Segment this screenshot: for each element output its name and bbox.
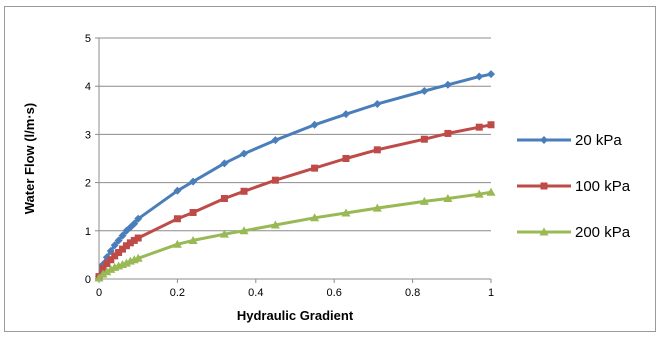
x-tick-label: 0.6 xyxy=(327,287,342,299)
x-tick-label: 0.8 xyxy=(405,287,420,299)
data-point-100-kpa xyxy=(220,195,228,203)
x-tick-label: 1 xyxy=(488,287,494,299)
grid-layer xyxy=(99,37,491,232)
data-point-100-kpa xyxy=(444,129,452,137)
data-point-20-kpa xyxy=(443,80,452,89)
data-point-20-kpa xyxy=(110,241,119,250)
data-point-20-kpa xyxy=(114,236,123,245)
data-point-100-kpa xyxy=(119,245,127,253)
y-tick-label: 1 xyxy=(85,226,91,238)
data-point-100-kpa xyxy=(103,260,111,268)
data-point-20-kpa xyxy=(130,219,139,228)
data-point-20-kpa xyxy=(189,177,198,186)
data-point-20-kpa xyxy=(341,110,350,119)
data-point-100-kpa xyxy=(189,208,197,216)
legend-layer: 20 kPa 100 kPa 200 kPa xyxy=(517,132,631,241)
data-point-100-kpa xyxy=(134,234,142,242)
axes-layer: 0 1 2 3 4 5 0 0.2 0.4 0.6 0.8 1 xyxy=(85,33,494,299)
data-point-200-kpa xyxy=(310,213,320,222)
y-tick-label: 2 xyxy=(85,178,91,190)
data-point-200-kpa xyxy=(188,235,198,244)
legend-entry-20-kpa: 20 kPa xyxy=(517,132,622,149)
legend-label-200-kpa: 200 kPa xyxy=(575,224,631,241)
data-point-200-kpa xyxy=(270,220,280,229)
data-point-100-kpa xyxy=(126,239,134,247)
series-20-kpa xyxy=(95,70,495,281)
legend-marker-200-kpa xyxy=(539,227,549,236)
data-point-100-kpa xyxy=(342,155,350,162)
legend-label-100-kpa: 100 kPa xyxy=(575,178,631,195)
data-point-200-kpa xyxy=(486,187,496,196)
series-layer xyxy=(94,70,496,282)
data-point-200-kpa xyxy=(341,208,351,217)
data-point-200-kpa xyxy=(133,253,143,262)
data-point-100-kpa xyxy=(271,176,279,184)
legend-entry-200-kpa: 200 kPa xyxy=(517,224,631,241)
legend-label-20-kpa: 20 kPa xyxy=(575,132,622,149)
series-100-kpa xyxy=(95,121,495,281)
data-point-20-kpa xyxy=(475,72,484,81)
data-point-100-kpa xyxy=(311,164,319,172)
legend-entry-100-kpa: 100 kPa xyxy=(517,178,631,195)
data-point-200-kpa xyxy=(443,194,453,203)
x-tick-label: 0.2 xyxy=(170,287,185,299)
data-point-200-kpa xyxy=(419,196,429,205)
data-point-100-kpa xyxy=(487,121,495,129)
data-point-20-kpa xyxy=(220,159,229,168)
data-point-200-kpa xyxy=(219,229,229,238)
legend-marker-100-kpa xyxy=(540,182,548,190)
y-tick-label: 4 xyxy=(85,81,91,93)
x-tick-label: 0.4 xyxy=(248,287,263,299)
y-tick-label: 0 xyxy=(85,274,91,286)
y-tick-label: 5 xyxy=(85,33,91,45)
data-point-100-kpa xyxy=(115,248,123,256)
y-tick-label: 3 xyxy=(85,129,91,141)
data-point-100-kpa xyxy=(240,187,248,195)
data-point-100-kpa xyxy=(130,236,138,244)
data-point-200-kpa xyxy=(372,203,382,212)
data-point-100-kpa xyxy=(122,242,130,250)
data-point-200-kpa xyxy=(102,267,112,276)
data-point-100-kpa xyxy=(111,252,119,260)
chart-svg: 0 1 2 3 4 5 0 0.2 0.4 0.6 0.8 1 20 kPa 100 kPa 200 kP… xyxy=(22,33,631,323)
data-point-200-kpa xyxy=(172,239,182,248)
data-point-200-kpa xyxy=(239,226,249,235)
data-point-20-kpa xyxy=(487,70,495,79)
data-point-100-kpa xyxy=(173,215,181,223)
data-point-200-kpa xyxy=(98,269,108,278)
chart-frame: 0 1 2 3 4 5 0 0.2 0.4 0.6 0.8 1 20 kPa 100 kPa 200 kP… xyxy=(4,6,656,332)
data-point-100-kpa xyxy=(373,146,381,154)
data-point-20-kpa xyxy=(173,186,182,195)
data-point-20-kpa xyxy=(373,100,382,109)
data-point-20-kpa xyxy=(118,231,127,240)
legend-marker-20-kpa xyxy=(540,136,548,144)
data-point-100-kpa xyxy=(107,256,115,264)
y-axis-title: Water Flow (l/m·s) xyxy=(22,103,37,214)
data-point-100-kpa xyxy=(475,123,483,131)
data-point-20-kpa xyxy=(271,136,280,145)
data-point-100-kpa xyxy=(99,264,107,272)
series-200-kpa xyxy=(94,187,496,282)
data-point-20-kpa xyxy=(240,149,249,158)
data-point-200-kpa xyxy=(474,189,484,198)
data-point-20-kpa xyxy=(420,87,429,96)
data-point-20-kpa xyxy=(134,214,143,223)
data-point-20-kpa xyxy=(310,120,319,129)
x-axis-title: Hydraulic Gradient xyxy=(237,308,354,323)
data-point-100-kpa xyxy=(420,135,428,143)
x-tick-label: 0 xyxy=(96,287,102,299)
